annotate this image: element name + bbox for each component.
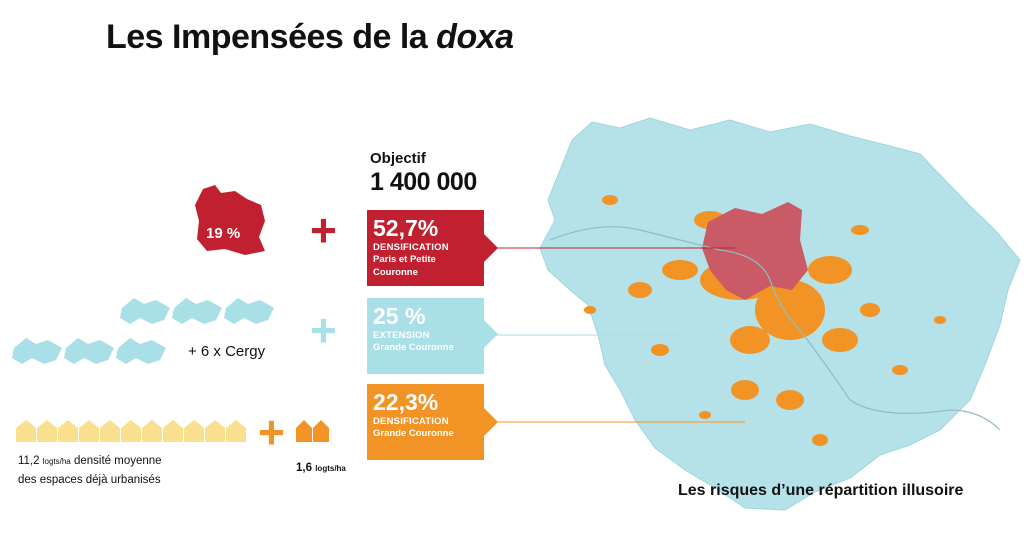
cergy-shape-icon xyxy=(116,338,166,364)
box-percentage: 52,7% xyxy=(373,215,439,241)
box-kind: EXTENSION xyxy=(373,330,430,341)
densification-gc-arrow xyxy=(484,408,498,436)
box-subtitle-2: Couronne xyxy=(373,267,418,278)
house-icon xyxy=(100,420,120,442)
cergy-shape-icon xyxy=(64,338,114,364)
box-percentage: 25 % xyxy=(373,303,426,329)
densification-arrow xyxy=(484,234,498,262)
paris-percentage-wrapper: 19 % xyxy=(206,225,256,243)
houses-row xyxy=(16,420,246,442)
extension-arrow xyxy=(484,320,498,348)
small-houses xyxy=(296,420,329,442)
house-icon xyxy=(79,420,99,442)
map-caption: Les risques d’une répartition illusoire xyxy=(678,482,964,499)
density-desc: densité moyenne xyxy=(73,455,162,467)
house-icon xyxy=(184,420,204,442)
density-small-unit: logts/ha xyxy=(315,464,346,473)
box-kind: DENSIFICATION xyxy=(373,242,449,253)
box-subtitle: Grande Couronne xyxy=(373,428,454,439)
paris-petite-couronne-shape xyxy=(702,202,808,300)
seine-river xyxy=(549,226,1001,431)
density-desc-2: des espaces déjà urbanisés xyxy=(18,474,161,486)
extension-box: 25 % EXTENSION Grande Couronne xyxy=(367,298,484,374)
box-subtitle: Grande Couronne xyxy=(373,342,454,353)
box-subtitle: Paris et Petite xyxy=(373,254,436,265)
density-description: 11,2 logts/ha densité moyenne des espace… xyxy=(18,452,162,489)
house-icon xyxy=(121,420,141,442)
objective-value: 1 400 000 xyxy=(370,168,477,196)
ile-de-france-map xyxy=(539,117,1021,511)
box-percentage: 22,3% xyxy=(373,389,439,415)
densification-gc-box: 22,3% DENSIFICATION Grande Couronne xyxy=(367,384,484,460)
page-title: Les Impensées de la doxa xyxy=(106,18,514,57)
paris-percentage: 19 % xyxy=(206,225,241,242)
house-icon xyxy=(163,420,183,442)
density-small-value: 1,6 xyxy=(296,462,312,474)
cergy-shape-icon xyxy=(224,298,274,324)
cergy-shapes xyxy=(12,298,274,364)
house-icon xyxy=(142,420,162,442)
cergy-label: + 6 x Cergy xyxy=(188,343,266,360)
title-prefix: Les Impensées de la xyxy=(106,18,437,56)
cergy-shape-icon xyxy=(12,338,62,364)
density-value: 11,2 xyxy=(18,455,40,467)
densification-box: 52,7% DENSIFICATION Paris et Petite Cour… xyxy=(367,210,484,286)
box-kind: DENSIFICATION xyxy=(373,416,449,427)
cergy-shape-icon xyxy=(172,298,222,324)
plus-icon-orange: + xyxy=(258,406,285,458)
house-icon xyxy=(226,420,246,442)
house-icon xyxy=(313,420,329,442)
house-icon xyxy=(37,420,57,442)
title-italic: doxa xyxy=(436,18,514,56)
house-icon xyxy=(58,420,78,442)
connector-lines xyxy=(495,247,745,423)
plus-icon-red: + xyxy=(310,204,337,256)
density-unit: logts/ha xyxy=(42,457,71,466)
objective-label: Objectif xyxy=(370,150,426,167)
density-small: 1,6 logts/ha xyxy=(296,462,346,474)
urban-patches xyxy=(584,195,946,446)
house-icon xyxy=(296,420,312,442)
cergy-shape-icon xyxy=(120,298,170,324)
house-icon xyxy=(205,420,225,442)
paris-shape-icon xyxy=(195,185,265,255)
house-icon xyxy=(16,420,36,442)
plus-icon-blue: + xyxy=(310,304,337,356)
